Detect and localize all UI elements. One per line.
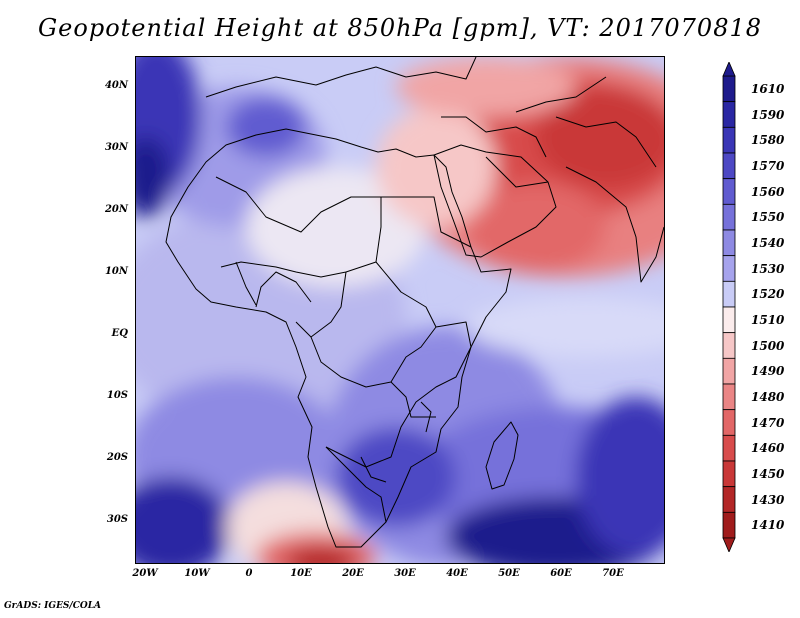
lat-label: 30N <box>104 142 128 153</box>
legend-label: 1540 <box>751 235 785 250</box>
legend-swatch <box>722 229 736 257</box>
legend-label: 1520 <box>751 287 785 302</box>
lon-label: 0 <box>245 568 253 579</box>
legend-top-arrow <box>722 60 736 77</box>
legend-label: 1570 <box>751 158 785 173</box>
legend-swatch <box>722 409 736 436</box>
legend-label: 1590 <box>751 107 785 122</box>
legend-label: 1470 <box>751 415 785 430</box>
lat-label: 10N <box>104 266 128 277</box>
legend-label: 1460 <box>751 441 785 456</box>
map-plot-area <box>135 56 665 564</box>
lat-label: 30S <box>106 514 128 525</box>
legend-swatch <box>722 460 736 488</box>
legend-label: 1550 <box>751 210 785 225</box>
legend-label: 1510 <box>751 312 785 327</box>
lon-label: 20W <box>132 568 158 579</box>
legend-label: 1450 <box>751 466 785 481</box>
legend-swatch <box>722 280 736 308</box>
lat-label: 20S <box>106 452 128 463</box>
lon-label: 20E <box>342 568 364 579</box>
legend-swatch <box>722 332 736 359</box>
lat-label: 10S <box>106 390 128 401</box>
legend-swatch <box>722 152 736 180</box>
lat-label: 20N <box>104 204 128 215</box>
coastlines <box>165 57 664 548</box>
lat-label: EQ <box>111 328 128 339</box>
legend-label: 1560 <box>751 184 785 199</box>
lon-label: 40E <box>446 568 468 579</box>
lon-label: 60E <box>550 568 572 579</box>
legend-swatch <box>722 75 736 103</box>
legend-colorbar <box>722 60 736 554</box>
legend-swatch <box>722 101 736 128</box>
legend-swatch <box>722 306 736 334</box>
legend-label: 1430 <box>751 492 785 507</box>
lat-label: 40N <box>104 80 128 91</box>
legend-swatch <box>722 434 736 462</box>
lon-label: 10E <box>290 568 312 579</box>
legend-swatch <box>722 203 736 231</box>
legend-swatch <box>722 383 736 411</box>
legend-swatch <box>722 126 736 154</box>
legend-label: 1530 <box>751 261 785 276</box>
legend-bottom-arrow <box>722 537 736 554</box>
lon-label: 30E <box>394 568 416 579</box>
legend-swatch <box>722 511 736 539</box>
legend-swatch <box>722 486 736 513</box>
credit-text: GrADS: IGES/COLA <box>4 601 102 611</box>
legend-label: 1410 <box>751 518 785 533</box>
legend-swatch <box>722 357 736 385</box>
lon-label: 70E <box>602 568 624 579</box>
legend-label: 1610 <box>751 81 785 96</box>
legend-label: 1580 <box>751 133 785 148</box>
lon-label: 10W <box>184 568 210 579</box>
legend-swatch <box>722 255 736 282</box>
geopotential-field <box>136 57 664 563</box>
legend-label: 1480 <box>751 389 785 404</box>
legend-label: 1490 <box>751 364 785 379</box>
legend-swatch <box>722 178 736 205</box>
lon-label: 50E <box>498 568 520 579</box>
legend-label: 1500 <box>751 338 785 353</box>
color-legend: 1610 1590 1580 1570 1560 1550 1540 1530 1520 1510… <box>719 60 799 554</box>
map-title: Geopotential Height at 850hPa [gpm], VT:… <box>38 14 762 42</box>
